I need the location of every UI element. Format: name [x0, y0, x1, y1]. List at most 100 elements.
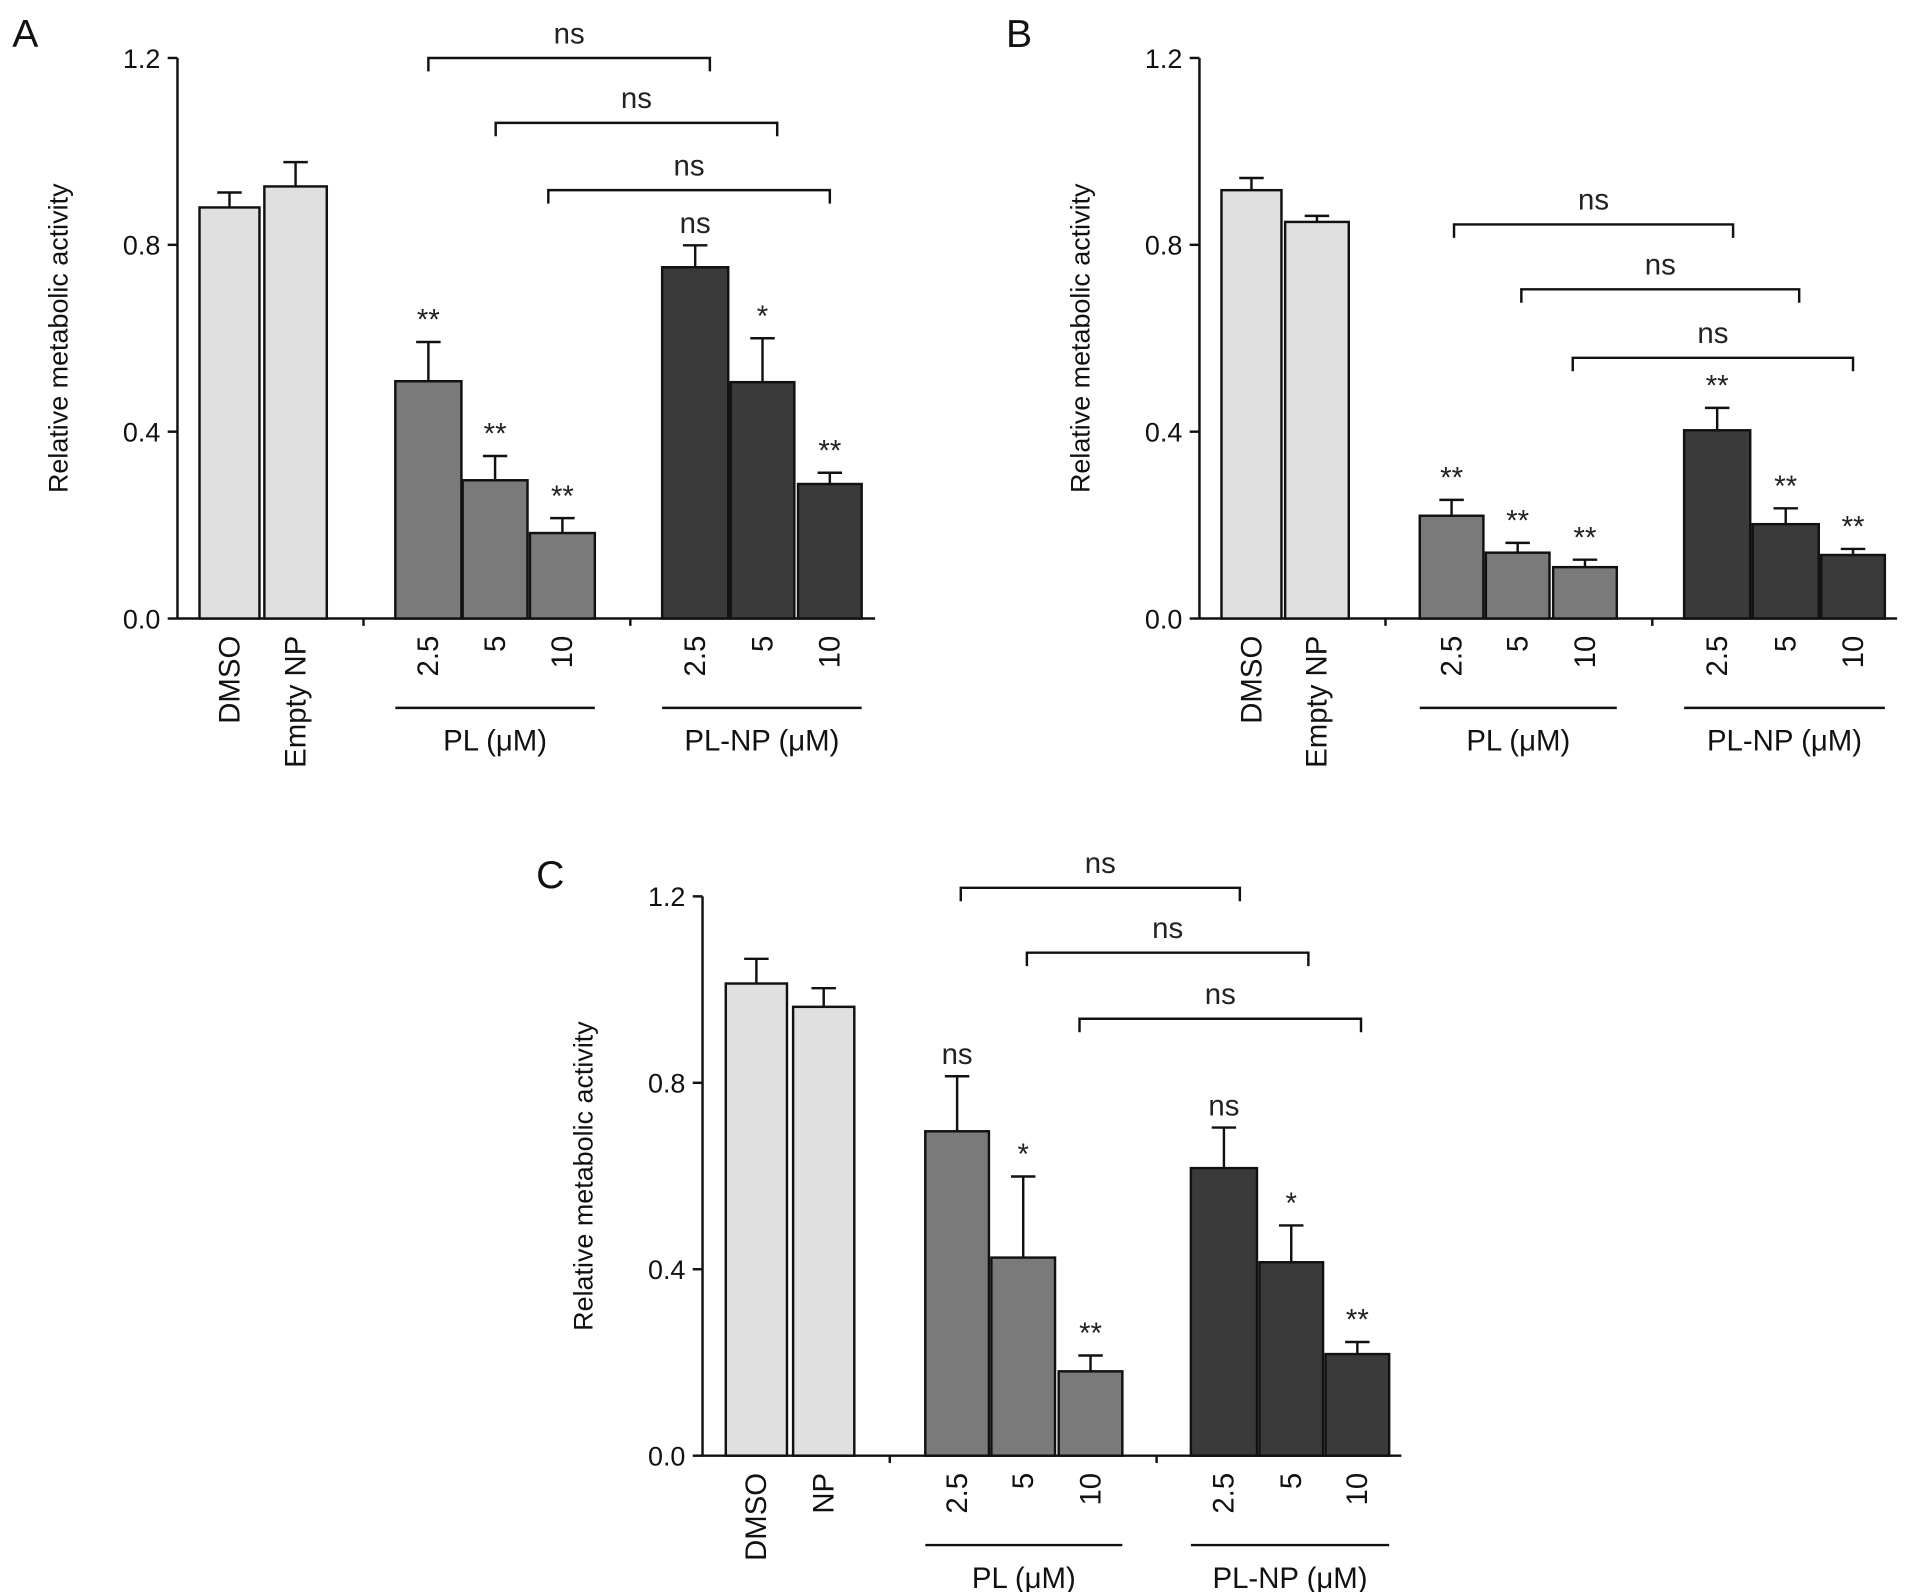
significance-label: **: [1706, 370, 1729, 403]
x-tick-label: 2.5: [1701, 636, 1734, 677]
x-tick-label: 10: [546, 636, 579, 669]
bar-4: [1057, 1370, 1124, 1457]
y-tick-label: 0.0: [1145, 604, 1182, 634]
comparison-bracket: [494, 121, 779, 137]
group-label: PL-NP (μM): [1213, 1562, 1368, 1592]
comparison-label: ns: [1697, 317, 1728, 350]
comparison-label: ns: [1085, 847, 1116, 880]
group-label: PL-NP (μM): [684, 725, 839, 758]
y-tick-label: 1.2: [648, 882, 685, 912]
y-tick-label: 0.8: [648, 1069, 685, 1099]
bar-5: [1189, 1166, 1259, 1457]
bar-0: [1220, 188, 1283, 620]
bar-2: [924, 1130, 991, 1457]
significance-label: **: [1440, 462, 1463, 495]
x-tick-label: 10: [814, 636, 847, 669]
y-tick-label: 0.8: [1145, 231, 1182, 261]
bar-7: [796, 482, 863, 620]
comparison-label: ns: [674, 149, 705, 182]
comparison-label: ns: [1578, 184, 1609, 217]
comparison-bracket: [1025, 951, 1310, 967]
x-tick-label: 5: [1007, 1473, 1040, 1489]
bar-2: [394, 380, 463, 620]
comparison-label: ns: [621, 82, 652, 115]
x-tick-label: Empty NP: [1301, 636, 1334, 768]
significance-label: **: [1506, 505, 1529, 538]
y-tick-label: 0.4: [648, 1255, 685, 1285]
comparison-bracket: [1078, 1017, 1363, 1033]
bar-5: [1682, 429, 1752, 620]
y-axis-label: Relative metabolic activity: [1065, 183, 1095, 493]
significance-label: **: [1574, 521, 1597, 554]
bar-1: [1283, 220, 1350, 620]
x-tick-label: 2.5: [412, 636, 445, 677]
bar-0: [198, 206, 261, 620]
bar-6: [1258, 1261, 1325, 1457]
x-tick-label: 5: [479, 636, 512, 652]
bar-7: [1819, 553, 1887, 620]
significance-label: ns: [680, 207, 711, 240]
panel-label: B: [1006, 13, 1032, 56]
comparison-bracket: [1452, 223, 1735, 238]
x-tick-label: 10: [1341, 1473, 1374, 1506]
x-tick-label: DMSO: [740, 1473, 773, 1561]
group-label: PL (μM): [972, 1562, 1076, 1592]
bar-6: [729, 380, 796, 620]
chart-panel-C: C 0.0 0.4 0.8 1.2 Relative metabolic activity…: [536, 847, 1402, 1592]
y-tick-label: 0.4: [1145, 417, 1182, 447]
y-tick-label: 0.0: [648, 1441, 685, 1471]
panel-label: A: [12, 13, 39, 56]
significance-label: **: [1774, 470, 1797, 503]
x-tick-label: DMSO: [213, 636, 246, 724]
comparison-bracket: [1520, 288, 1801, 303]
significance-label: **: [1842, 511, 1865, 544]
x-tick-label: 5: [1275, 1473, 1308, 1489]
y-tick-label: 0.4: [123, 417, 160, 447]
bar-1: [791, 1005, 856, 1457]
group-label: PL (μM): [443, 725, 547, 758]
significance-label: ns: [942, 1038, 973, 1071]
bar-4: [528, 531, 597, 620]
y-tick-label: 1.2: [1145, 44, 1182, 74]
x-tick-label: 5: [746, 636, 779, 652]
bar-3: [461, 479, 529, 620]
chart-panel-A: A 0.0 0.4 0.8 1.2 Relative metabolic activity…: [12, 13, 876, 768]
x-tick-label: 2.5: [1208, 1473, 1241, 1514]
bar-3: [990, 1256, 1057, 1457]
bar-5: [660, 266, 730, 620]
bar-4: [1551, 565, 1619, 620]
chart-panel-B: B 0.0 0.4 0.8 1.2 Relative metabolic activity…: [1006, 13, 1898, 768]
x-tick-label: NP: [807, 1473, 840, 1514]
significance-label: **: [1346, 1304, 1369, 1337]
comparison-bracket: [427, 56, 712, 72]
y-tick-label: 0.8: [123, 231, 160, 261]
bar-6: [1751, 522, 1820, 620]
y-tick-label: 1.2: [123, 44, 160, 74]
significance-label: *: [1017, 1138, 1028, 1171]
significance-label: **: [484, 418, 507, 451]
significance-label: ns: [1208, 1089, 1239, 1122]
x-tick-label: 2.5: [679, 636, 712, 677]
x-tick-label: 5: [1501, 636, 1534, 652]
x-tick-label: 2.5: [1435, 636, 1468, 677]
significance-label: **: [818, 435, 841, 468]
bar-1: [263, 185, 329, 620]
y-axis-label: Relative metabolic activity: [43, 183, 73, 493]
x-tick-label: DMSO: [1235, 636, 1268, 724]
panel-label: C: [536, 854, 564, 897]
x-tick-label: 5: [1770, 636, 1803, 652]
comparison-bracket: [1571, 356, 1855, 372]
significance-label: *: [757, 300, 768, 333]
significance-label: *: [1286, 1187, 1297, 1220]
x-tick-label: Empty NP: [279, 636, 312, 768]
bar-3: [1484, 551, 1551, 620]
x-tick-label: 10: [1569, 636, 1602, 669]
significance-label: **: [551, 480, 574, 513]
comparison-bracket: [959, 886, 1242, 902]
x-tick-label: 2.5: [941, 1473, 974, 1514]
comparison-label: ns: [1645, 249, 1676, 282]
x-tick-label: 10: [1074, 1473, 1107, 1506]
comparison-bracket: [547, 188, 832, 204]
